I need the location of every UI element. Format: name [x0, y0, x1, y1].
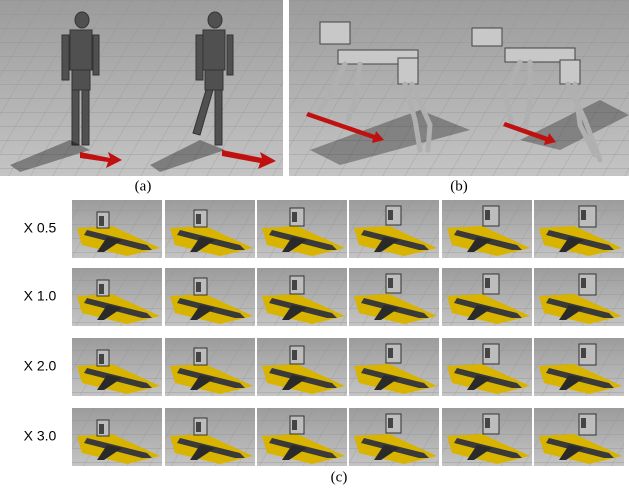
- thumbnail: [165, 200, 255, 258]
- thumbnail: [165, 338, 255, 396]
- robot-part: [388, 278, 393, 288]
- thumbnail: [534, 200, 624, 258]
- panel-label: (a): [135, 178, 152, 194]
- thumbnail: [349, 200, 439, 258]
- thumbnail: [72, 338, 162, 396]
- robot-part: [388, 418, 393, 428]
- robot-part: [292, 212, 297, 222]
- robot-part: [485, 210, 490, 220]
- robot-part: [485, 278, 490, 288]
- thumbnail: [349, 338, 439, 396]
- thumbnail: [165, 268, 255, 326]
- robot-part: [485, 348, 490, 358]
- figure: (a) (b) X 0.5 X 1.0 X 2.0 X 3.0 (c): [0, 0, 629, 490]
- robot-part: [388, 210, 393, 220]
- row-label: X 0.5: [24, 220, 57, 236]
- thumbnail: [534, 408, 624, 466]
- robot-part: [292, 350, 297, 360]
- robot-part: [485, 418, 490, 428]
- panel-label: (c): [331, 469, 348, 485]
- panel-label: (b): [450, 178, 468, 194]
- thumbnail: [442, 268, 532, 326]
- thumbnail: [165, 408, 255, 466]
- robot-part: [292, 420, 297, 430]
- thumbnail: [442, 408, 532, 466]
- robot-part: [388, 348, 393, 358]
- thumbnail: [72, 200, 162, 258]
- robot-part: [581, 210, 586, 220]
- panel-a-image: [0, 0, 283, 176]
- thumbnail: [349, 268, 439, 326]
- thumbnail: [534, 268, 624, 326]
- thumbnail: [534, 338, 624, 396]
- row-label: X 2.0: [24, 358, 57, 374]
- thumbnail-grid: X 0.5 X 1.0 X 2.0 X 3.0: [24, 200, 624, 466]
- robot-part: [292, 280, 297, 290]
- thumbnail: [257, 338, 347, 396]
- robot-part: [99, 424, 104, 434]
- panel-b-image: [289, 0, 629, 176]
- row-label: X 1.0: [24, 288, 57, 304]
- robot-part: [196, 352, 201, 362]
- robot-part: [99, 284, 104, 294]
- thumbnail: [349, 408, 439, 466]
- thumbnail: [442, 338, 532, 396]
- robot-part: [196, 282, 201, 292]
- robot-part: [581, 348, 586, 358]
- robot-part: [99, 354, 104, 364]
- thumbnail: [72, 268, 162, 326]
- thumbnail: [442, 200, 532, 258]
- thumbnail: [257, 268, 347, 326]
- robot-part: [581, 418, 586, 428]
- robot-part: [581, 278, 586, 288]
- thumbnail: [72, 408, 162, 466]
- robot-part: [99, 216, 104, 226]
- robot-part: [196, 214, 201, 224]
- robot-part: [196, 422, 201, 432]
- thumbnail: [257, 200, 347, 258]
- row-label: X 3.0: [24, 428, 57, 444]
- thumbnail: [257, 408, 347, 466]
